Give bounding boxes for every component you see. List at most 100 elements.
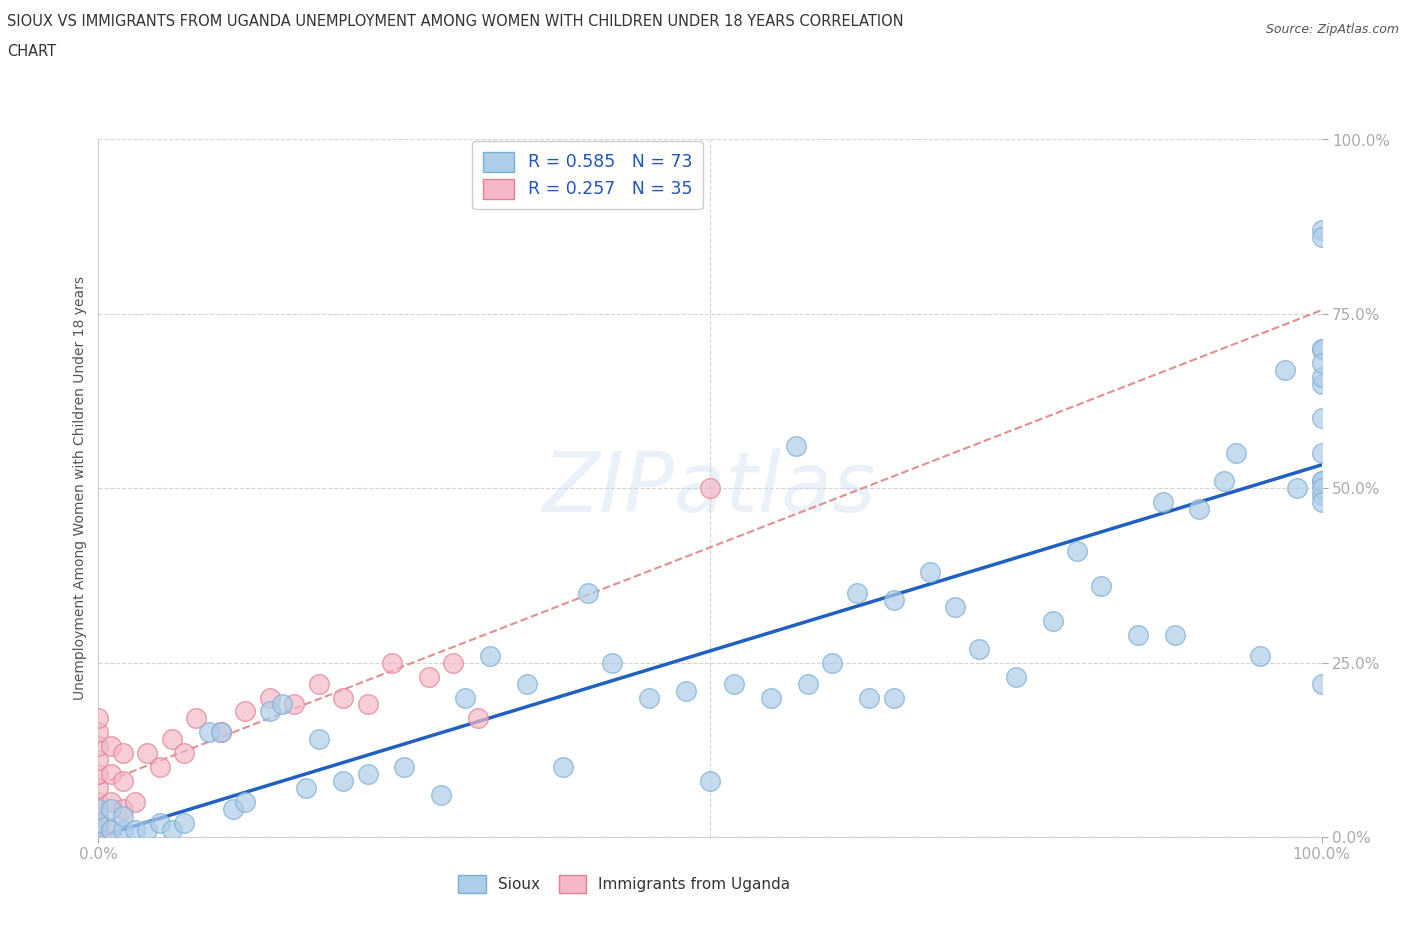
Point [87, 823, 110, 837]
Point [1310, 341, 1333, 356]
Point [1310, 474, 1333, 489]
Point [454, 690, 477, 705]
Point [1310, 411, 1333, 426]
Point [259, 690, 281, 705]
Point [821, 655, 844, 670]
Point [1310, 341, 1333, 356]
Point [332, 690, 354, 705]
Point [100, 766, 122, 781]
Point [797, 676, 820, 691]
Point [259, 704, 281, 719]
Point [308, 732, 330, 747]
Point [111, 774, 134, 789]
Point [1188, 502, 1211, 517]
Point [136, 746, 159, 761]
Point [270, 698, 294, 712]
Point [87, 781, 110, 796]
Point [675, 683, 697, 698]
Point [943, 600, 966, 615]
Point [209, 725, 232, 740]
Point [87, 711, 110, 725]
Point [100, 823, 122, 837]
Point [100, 802, 122, 817]
Point [785, 439, 807, 454]
Point [1310, 481, 1333, 496]
Point [1212, 474, 1234, 489]
Point [100, 738, 122, 753]
Point [87, 802, 110, 817]
Point [149, 816, 172, 830]
Point [467, 711, 489, 725]
Point [858, 690, 880, 705]
Point [381, 655, 404, 670]
Point [111, 802, 134, 817]
Point [600, 655, 623, 670]
Point [392, 760, 416, 775]
Point [1042, 614, 1064, 629]
Point [430, 788, 453, 803]
Point [1310, 474, 1333, 489]
Point [111, 823, 134, 837]
Point [1310, 488, 1333, 503]
Point [87, 725, 110, 740]
Point [845, 586, 868, 601]
Y-axis label: Unemployment Among Women with Children Under 18 years: Unemployment Among Women with Children U… [73, 276, 87, 700]
Point [1164, 628, 1187, 643]
Point [87, 738, 110, 753]
Point [332, 774, 354, 789]
Point [124, 823, 146, 837]
Point [283, 698, 305, 712]
Point [883, 592, 905, 607]
Point [967, 642, 990, 657]
Point [1249, 648, 1271, 663]
Point [515, 676, 537, 691]
Point [87, 809, 110, 824]
Point [1152, 495, 1174, 510]
Point [87, 816, 110, 830]
Point [87, 766, 110, 781]
Point [883, 690, 905, 705]
Point [308, 676, 330, 691]
Point [173, 816, 195, 830]
Point [1310, 495, 1333, 510]
Point [1310, 445, 1333, 460]
Point [356, 766, 378, 781]
Point [441, 655, 464, 670]
Point [637, 690, 661, 705]
Point [160, 732, 183, 747]
Point [356, 698, 378, 712]
Point [1310, 355, 1333, 370]
Point [576, 586, 599, 601]
Point [222, 802, 245, 817]
Point [1310, 676, 1333, 691]
Point [723, 676, 745, 691]
Point [233, 794, 256, 809]
Text: Source: ZipAtlas.com: Source: ZipAtlas.com [1265, 23, 1399, 36]
Point [87, 753, 110, 768]
Point [111, 809, 134, 824]
Text: CHART: CHART [7, 44, 56, 59]
Point [111, 746, 134, 761]
Point [197, 725, 219, 740]
Point [1066, 543, 1088, 558]
Point [553, 760, 575, 775]
Legend: Sioux, Immigrants from Uganda: Sioux, Immigrants from Uganda [453, 870, 796, 899]
Point [699, 481, 721, 496]
Point [136, 823, 159, 837]
Point [209, 725, 232, 740]
Point [1286, 481, 1309, 496]
Point [1090, 578, 1112, 593]
Point [1128, 628, 1150, 643]
Point [761, 690, 783, 705]
Text: ZIPatlas: ZIPatlas [543, 447, 877, 529]
Point [1274, 362, 1296, 378]
Point [1310, 223, 1333, 238]
Point [699, 774, 721, 789]
Point [186, 711, 208, 725]
Point [920, 565, 942, 579]
Point [149, 760, 172, 775]
Point [1310, 230, 1333, 245]
Point [160, 823, 183, 837]
Point [100, 823, 122, 837]
Point [1310, 369, 1333, 384]
